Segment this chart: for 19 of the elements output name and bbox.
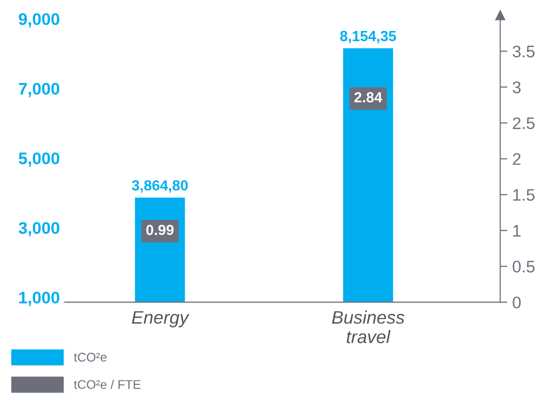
data-label: 8,154,35 xyxy=(340,30,396,44)
y2-tick-label: 2.5 xyxy=(512,117,535,130)
y2-tick-label: 1 xyxy=(513,225,521,237)
legend-label: tCO²e / FTE xyxy=(74,380,141,389)
y2-tick-label: 0.5 xyxy=(512,260,535,273)
y-tick-label: 5,000 xyxy=(18,152,60,167)
legend-label: tCO²e xyxy=(74,352,107,362)
y2-tick-label: 2 xyxy=(512,153,520,165)
y2-tick-label: 1.5 xyxy=(513,189,535,201)
y-tick-label: 7,000 xyxy=(18,82,60,98)
x-tick-label: Energy xyxy=(132,311,190,328)
y-tick-label: 1,000 xyxy=(19,292,60,306)
y2-tick-label: 3 xyxy=(512,81,521,94)
y-tick-label: 3,000 xyxy=(18,222,60,236)
data-label: 3,864,80 xyxy=(132,180,188,193)
y2-tick-label: 0 xyxy=(512,296,521,308)
y-tick-label: 9,000 xyxy=(18,13,60,28)
y2-tick-label: 3.5 xyxy=(512,46,535,58)
x-tick-label: Business travel xyxy=(332,310,404,344)
